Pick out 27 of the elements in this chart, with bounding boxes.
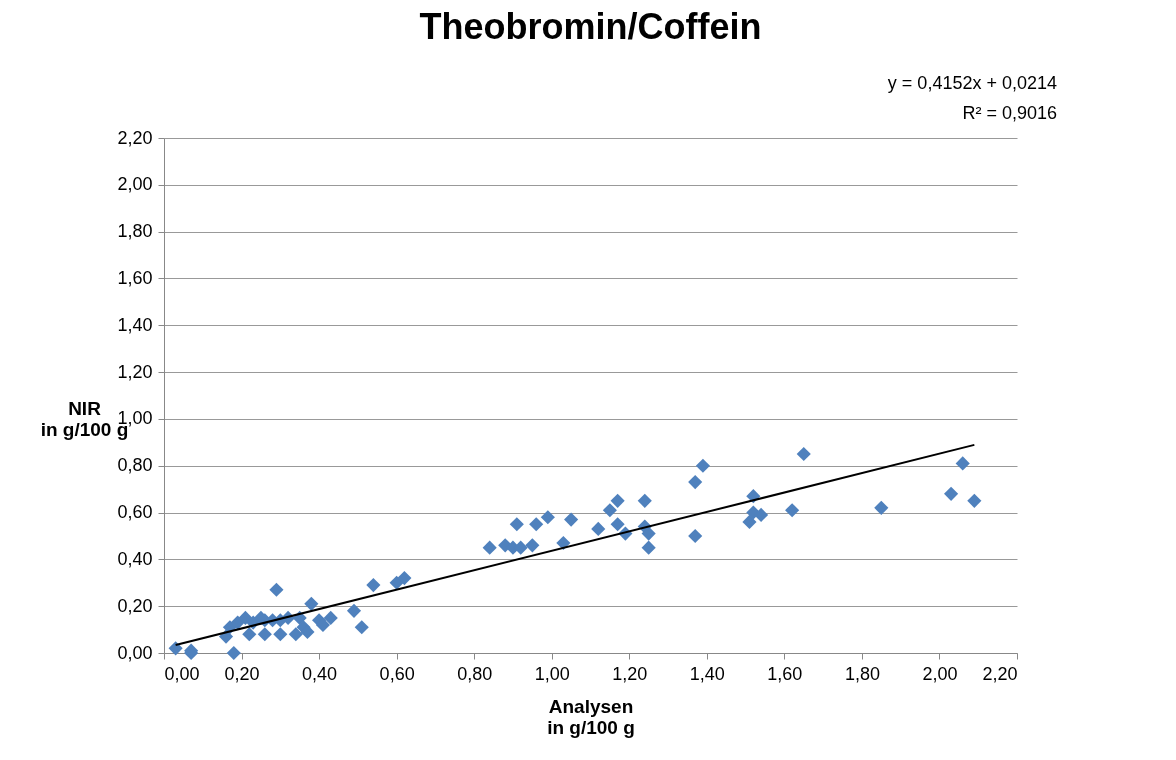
x-tick-label: 0,00	[164, 663, 200, 684]
x-tick-label: 1,00	[534, 663, 570, 684]
y-tick-label: 1,80	[117, 221, 153, 242]
y-tick-label: 0,20	[117, 595, 153, 616]
x-tick-label: 1,60	[767, 663, 803, 684]
x-tick-label: 1,40	[689, 663, 725, 684]
y-tick-label: 1,60	[117, 267, 153, 288]
text: y = 0,4152x + 0,0214	[887, 73, 1057, 93]
y-tick-label: 2,20	[117, 127, 153, 148]
y-tick-label: 2,00	[117, 174, 153, 195]
x-tick-label: 1,80	[844, 663, 880, 684]
y-tick-label: 1,40	[117, 314, 153, 335]
y-tick-label: 0,80	[117, 455, 153, 476]
chart-title: Theobromin/Coffein	[419, 6, 762, 47]
x-tick-label: 1,20	[612, 663, 648, 684]
x-tick-label: 2,20	[982, 663, 1018, 684]
y-tick-label: 1,20	[117, 361, 153, 382]
x-tick-label: 0,80	[457, 663, 493, 684]
text: R² = 0,9016	[962, 103, 1057, 123]
x-axis-title: Analysen in g/100 g	[547, 695, 635, 738]
x-tick-label: 0,20	[224, 663, 260, 684]
x-tick-label: 0,40	[302, 663, 338, 684]
y-tick-label: 0,40	[117, 548, 153, 569]
x-tick-label: 2,00	[922, 663, 958, 684]
y-tick-label: 0,00	[117, 642, 153, 663]
y-tick-label: 0,60	[117, 502, 153, 523]
x-tick-label: 0,60	[379, 663, 415, 684]
